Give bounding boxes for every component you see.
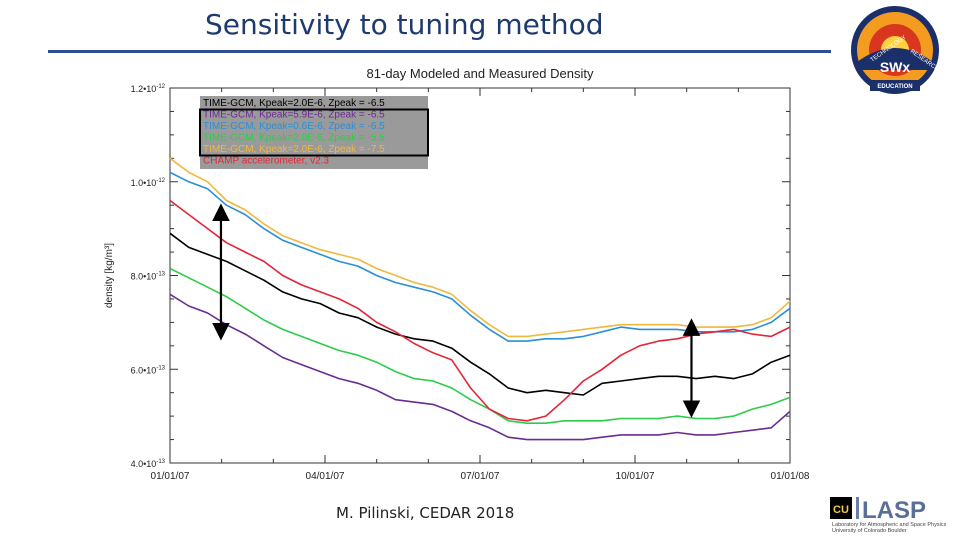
lasp-logo: CU LASP	[830, 497, 926, 522]
y-tick-label: 4.0•10-13	[131, 459, 166, 469]
legend-entry-0: TIME-GCM, Kpeak=2.0E-6, Zpeak = -6.5	[203, 98, 385, 109]
legend-entry-2: TIME-GCM, Kpeak=0.6E-6, Zpeak = -6.5	[203, 121, 385, 132]
legend-entry-5: CHAMP accelerometer, v2.3	[203, 156, 329, 167]
legend-entry-3: TIME-GCM, Kpeak=2.0E-6, Zpeak = -5.5	[203, 133, 385, 144]
x-tick-label: 07/01/07	[461, 471, 500, 482]
y-tick-label: 1.2•10-12	[131, 84, 166, 94]
series-line-0	[169, 232, 791, 396]
x-tick-label: 04/01/07	[306, 471, 345, 482]
swx-logo: SWx TECHNOLOGY RESEARCH EDUCATION	[851, 6, 940, 94]
swx-logo-main-text: SWx	[880, 59, 911, 75]
footer-credit: M. Pilinski, CEDAR 2018	[336, 504, 515, 522]
cu-logo-text: CU	[833, 504, 849, 516]
x-tick-label: 01/01/07	[151, 471, 190, 482]
x-tick-label: 10/01/07	[616, 471, 655, 482]
chart-title: 81-day Modeled and Measured Density	[367, 66, 594, 81]
legend-box	[200, 96, 428, 169]
legend-entry-4: TIME-GCM, Kpeak=2.0E-6, Zpeak = -7.5	[203, 144, 385, 155]
x-tick-label: 01/01/08	[771, 471, 810, 482]
lasp-subtitle: Laboratory for Atmospheric and Space Phy…	[832, 522, 947, 534]
y-axis-label: density [kg/m³]	[104, 243, 115, 308]
density-chart: 81-day Modeled and Measured Density 4.0•1…	[104, 66, 810, 482]
swx-logo-edu-text: EDUCATION	[877, 84, 912, 90]
series-line-2	[169, 171, 791, 342]
lasp-logo-text: LASP	[862, 497, 926, 522]
legend-highlight-box	[199, 108, 429, 157]
y-tick-label: 8.0•10-13	[131, 272, 166, 282]
slide-title: Sensitivity to tuning method	[205, 8, 604, 41]
series-line-1	[169, 293, 791, 441]
legend-entry-1: TIME-GCM, Kpeak=5.9E-6, Zpeak = -6.5	[203, 110, 385, 121]
series-line-4	[169, 157, 791, 338]
y-tick-label: 6.0•10-13	[131, 365, 166, 375]
series-line-5	[169, 199, 791, 422]
y-tick-label: 1.0•10-12	[131, 178, 166, 188]
title-divider	[48, 50, 831, 53]
